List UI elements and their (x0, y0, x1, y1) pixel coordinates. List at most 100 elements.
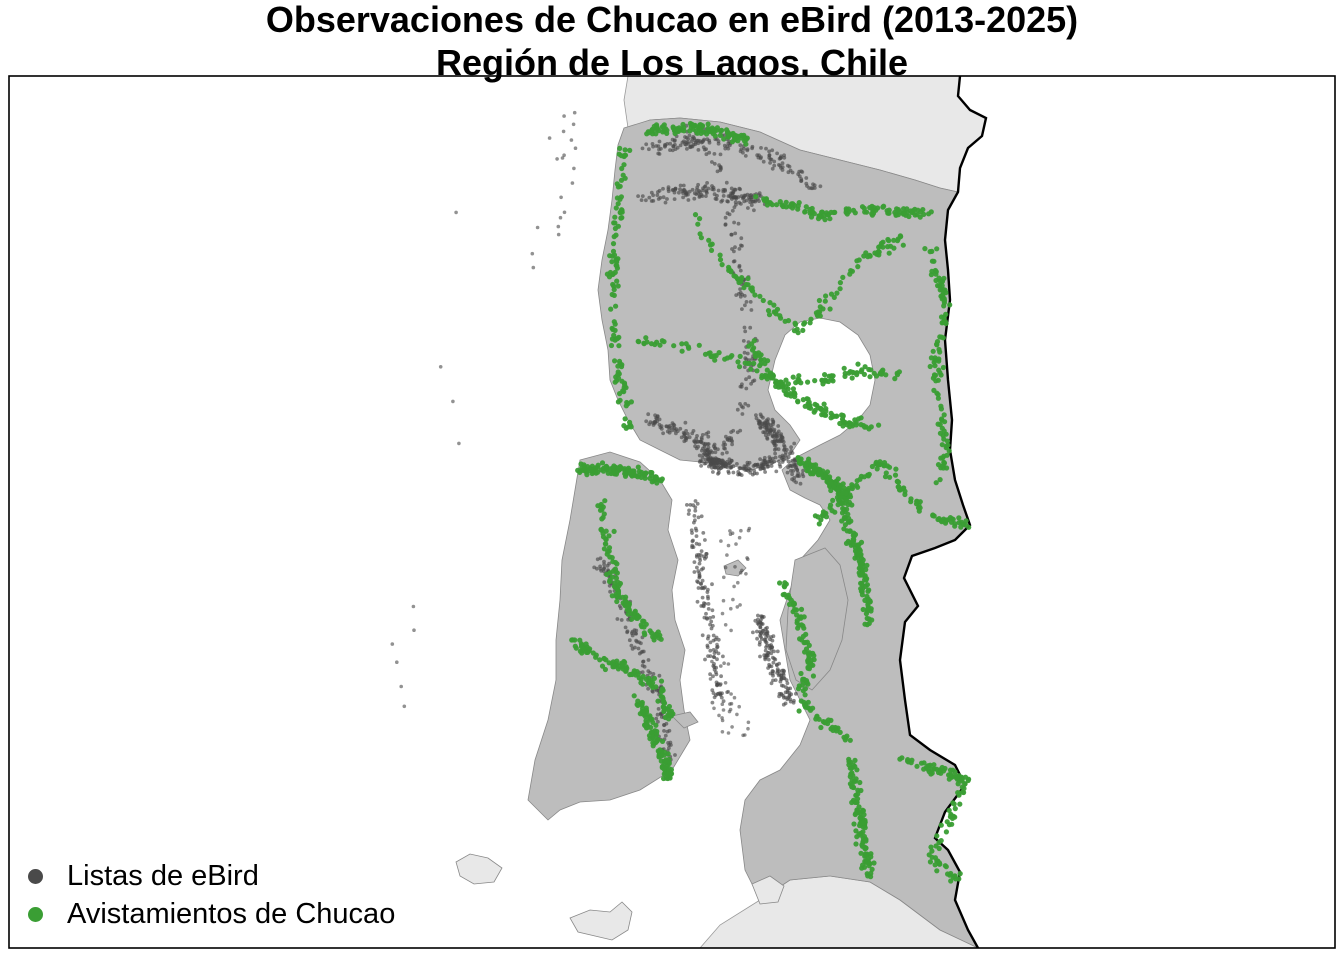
checklist-point (636, 194, 640, 199)
checklist-point (647, 195, 652, 200)
chucao-sighting-point (782, 318, 788, 324)
chucao-sighting-point (572, 637, 578, 643)
chucao-sighting-point (773, 311, 779, 317)
checklist-point (738, 402, 742, 406)
chucao-sighting-point (837, 286, 843, 292)
checklist-point (704, 461, 708, 466)
checklist-point (711, 664, 716, 668)
checklist-point (559, 195, 563, 200)
chucao-sighting-point (643, 470, 649, 476)
chucao-sighting-point (674, 127, 681, 133)
checklist-point (691, 538, 695, 543)
chucao-sighting-point (788, 393, 794, 399)
checklist-point (726, 146, 731, 151)
chucao-sighting-point (659, 738, 666, 745)
checklist-point (723, 222, 728, 227)
checklist-point (811, 182, 815, 187)
checklist-point (710, 160, 714, 164)
chucao-sighting-point (846, 370, 852, 376)
map-title-line2: Región de Los Lagos, Chile (435, 42, 909, 83)
checklist-point (555, 157, 559, 161)
checklist-point (701, 566, 706, 571)
checklist-point (748, 300, 753, 304)
chucao-sighting-point (658, 693, 664, 700)
chucao-sighting-point (719, 262, 725, 268)
chucao-sighting-point (614, 586, 620, 592)
chucao-sighting-point (876, 461, 882, 468)
checklist-point (763, 648, 768, 653)
checklist-point (792, 698, 796, 703)
chucao-sighting-point (939, 416, 945, 422)
chucao-sighting-point (575, 467, 581, 473)
checklist-point (692, 514, 697, 518)
chucao-sighting-point (952, 769, 958, 775)
checklist-point (556, 224, 561, 229)
checklist-point (724, 180, 729, 185)
chucao-sighting-point (599, 516, 605, 522)
checklist-point (689, 139, 694, 144)
checklist-point (602, 559, 606, 564)
checklist-point (758, 633, 762, 638)
checklist-point (720, 718, 725, 723)
checklist-point (700, 433, 705, 437)
checklist-point (710, 688, 715, 693)
checklist-point (775, 649, 780, 654)
checklist-point (692, 196, 697, 201)
checklist-point (701, 531, 706, 535)
checklist-point (810, 186, 815, 191)
chucao-sighting-point (777, 580, 783, 586)
checklist-point (703, 457, 708, 462)
chucao-sighting-point (841, 526, 847, 532)
checklist-point (731, 597, 735, 602)
checklist-point (744, 467, 748, 471)
legend: Listas de eBird Avistamientos de Chucao (28, 857, 395, 933)
chucao-sighting-point (631, 610, 638, 616)
checklist-point (755, 464, 760, 469)
chucao-sighting-point (837, 280, 844, 286)
checklist-point (804, 176, 809, 180)
chucao-sighting-point (912, 206, 918, 212)
checklist-point (695, 565, 699, 570)
chucao-sighting-point (828, 415, 834, 421)
legend-swatch-sightings (28, 906, 43, 922)
chucao-sighting-point (695, 124, 701, 130)
checklist-point (750, 357, 755, 361)
checklist-point (737, 265, 742, 269)
chucao-sighting-point (859, 843, 866, 849)
chucao-sighting-point (860, 862, 866, 868)
chucao-sighting-point (936, 346, 942, 353)
checklist-point (686, 512, 691, 516)
chucao-sighting-point (853, 799, 860, 805)
checklist-point (640, 649, 645, 654)
chucao-sighting-point (613, 593, 619, 599)
chucao-sighting-point (951, 813, 957, 819)
checklist-point (735, 407, 740, 412)
chucao-sighting-point (857, 815, 863, 821)
checklist-point (650, 142, 655, 146)
checklist-point (618, 606, 623, 611)
chucao-sighting-point (655, 748, 661, 754)
checklist-point (707, 140, 712, 145)
chucao-sighting-point (803, 204, 809, 210)
chucao-sighting-point (717, 252, 723, 258)
checklist-point (749, 193, 753, 197)
chucao-sighting-point (649, 734, 656, 741)
chucao-sighting-point (795, 203, 801, 209)
chucao-sighting-point (818, 406, 824, 412)
checklist-point (711, 633, 716, 638)
checklist-point (716, 188, 721, 193)
checklist-point (757, 191, 762, 196)
checklist-point (788, 699, 793, 704)
checklist-point (670, 137, 675, 142)
chucao-sighting-point (876, 248, 882, 255)
chucao-sighting-point (814, 714, 820, 720)
chucao-sighting-point (613, 232, 619, 238)
chucao-sighting-point (620, 172, 626, 178)
checklist-point (666, 187, 671, 192)
chucao-sighting-point (627, 147, 633, 153)
checklist-point (741, 733, 745, 738)
chucao-sighting-point (619, 165, 625, 172)
chucao-sighting-point (788, 201, 795, 207)
checklist-point (719, 674, 723, 679)
checklist-point (710, 582, 714, 587)
